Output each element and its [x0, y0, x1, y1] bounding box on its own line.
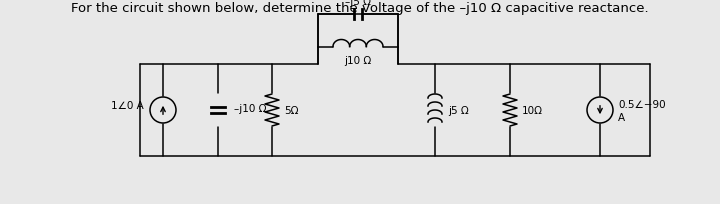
Text: A: A	[618, 112, 625, 122]
Text: For the circuit shown below, determine the voltage of the –j10 Ω capacitive reac: For the circuit shown below, determine t…	[71, 2, 649, 15]
Text: 10Ω: 10Ω	[522, 105, 543, 115]
Text: –j5 Ω: –j5 Ω	[345, 0, 371, 7]
Text: 1∠0 A: 1∠0 A	[111, 101, 143, 110]
Text: 0.5∠−90: 0.5∠−90	[618, 100, 665, 110]
Text: j5 Ω: j5 Ω	[448, 105, 469, 115]
Text: j10 Ω: j10 Ω	[344, 56, 372, 66]
Text: 5Ω: 5Ω	[284, 105, 299, 115]
Text: –j10 Ω: –j10 Ω	[234, 103, 266, 113]
